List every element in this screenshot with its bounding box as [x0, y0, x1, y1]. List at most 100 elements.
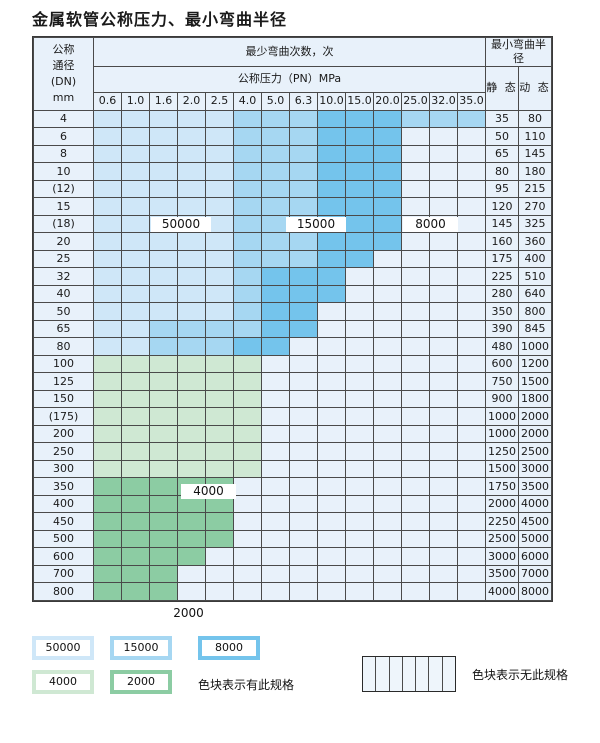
cell-pressure: [177, 109, 206, 128]
cell-pressure: [317, 494, 346, 513]
cell-pressure: [289, 442, 318, 461]
cell-static-radius: 1000: [485, 424, 519, 443]
cell-pressure: [373, 564, 402, 583]
table-body: 4 35 80 6 50 110 8 65 145 10 80 180 (12) 95 215 15 120 27…: [33, 109, 552, 601]
cell-pressure: [345, 512, 374, 531]
cell-static-radius: 145: [485, 214, 519, 233]
cell-pressure: [149, 267, 178, 286]
cell-pressure: [289, 389, 318, 408]
cell-pressure: [345, 144, 374, 163]
legend-has-spec-note: 色块表示有此规格: [198, 678, 295, 692]
header-pressure-1.6: 1.6: [149, 91, 178, 111]
cell-pressure: [317, 337, 346, 356]
cell-dynamic-radius: 180: [518, 162, 552, 181]
cell-pressure: [345, 459, 374, 478]
cell-pressure: [373, 319, 402, 338]
cell-static-radius: 120: [485, 197, 519, 216]
cell-dn: 400: [33, 494, 94, 513]
cell-pressure: [93, 284, 122, 303]
cell-dn: 20: [33, 232, 94, 251]
cell-pressure: [345, 547, 374, 566]
cell-pressure: [261, 127, 290, 146]
table-row: 400 2000 4000: [33, 494, 552, 513]
cell-dn: 300: [33, 459, 94, 478]
cell-pressure: [149, 512, 178, 531]
cell-dynamic-radius: 1000: [518, 337, 552, 356]
cell-pressure: [317, 564, 346, 583]
cell-pressure: [177, 582, 206, 601]
header-bend-times: 最少弯曲次数，次: [93, 37, 486, 67]
cell-pressure: [261, 109, 290, 128]
cell-dn: 200: [33, 424, 94, 443]
cell-pressure: [457, 337, 486, 356]
cell-dynamic-radius: 800: [518, 302, 552, 321]
cell-pressure: [401, 407, 430, 426]
cell-pressure: [289, 582, 318, 601]
cell-pressure: [429, 372, 458, 391]
cell-pressure: [149, 162, 178, 181]
cell-pressure: [429, 162, 458, 181]
cell-pressure: [261, 302, 290, 321]
cell-pressure: [457, 197, 486, 216]
cell-pressure: [401, 424, 430, 443]
cell-pressure: [401, 232, 430, 251]
cell-pressure: [345, 319, 374, 338]
spec-table: 公称 通径 (DN) mm 最少弯曲次数，次 最小弯曲半径 公称压力（PN）MP…: [33, 37, 552, 601]
header-pressure-15.0: 15.0: [345, 91, 374, 111]
cell-pressure: [345, 389, 374, 408]
cell-pressure: [261, 249, 290, 268]
cell-pressure: [261, 284, 290, 303]
cell-pressure: [457, 389, 486, 408]
legend-swatch: 15000: [110, 636, 172, 660]
cell-pressure: [429, 424, 458, 443]
cell-static-radius: 2250: [485, 512, 519, 531]
cell-static-radius: 4000: [485, 582, 519, 601]
cell-pressure: [317, 424, 346, 443]
cell-pressure: [345, 372, 374, 391]
cell-pressure: [233, 249, 262, 268]
header-pressure-10.0: 10.0: [317, 91, 346, 111]
cell-pressure: [149, 249, 178, 268]
cell-pressure: [205, 564, 234, 583]
cell-pressure: [289, 109, 318, 128]
cell-pressure: [93, 232, 122, 251]
cell-pressure: [149, 564, 178, 583]
cell-pressure: [233, 372, 262, 391]
cell-pressure: [457, 144, 486, 163]
cell-static-radius: 3500: [485, 564, 519, 583]
cell-pressure: [205, 319, 234, 338]
cell-pressure: [205, 267, 234, 286]
cell-pressure: [121, 127, 150, 146]
cell-pressure: [149, 424, 178, 443]
cell-pressure: [317, 372, 346, 391]
cell-pressure: [373, 512, 402, 531]
cell-dynamic-radius: 145: [518, 144, 552, 163]
cell-pressure: [289, 162, 318, 181]
cell-pressure: [345, 564, 374, 583]
header-pressure-25.0: 25.0: [401, 91, 430, 111]
cell-pressure: [177, 127, 206, 146]
cell-pressure: [373, 337, 402, 356]
cell-pressure: [373, 442, 402, 461]
cell-pressure: [345, 162, 374, 181]
cell-pressure: [233, 319, 262, 338]
cell-pressure: [205, 302, 234, 321]
cell-pressure: [233, 389, 262, 408]
cell-pressure: [121, 477, 150, 496]
cell-pressure: [177, 337, 206, 356]
cell-pressure: [261, 442, 290, 461]
cell-pressure: [177, 249, 206, 268]
table-head: 公称 通径 (DN) mm 最少弯曲次数，次 最小弯曲半径 公称压力（PN）MP…: [33, 37, 552, 111]
cell-pressure: [373, 389, 402, 408]
cell-pressure: [457, 372, 486, 391]
cell-pressure: [177, 162, 206, 181]
table-row: 50 350 800: [33, 302, 552, 321]
cell-pressure: [345, 529, 374, 548]
cell-pressure: [93, 337, 122, 356]
legend-swatch-label: 2000: [114, 674, 168, 690]
cell-pressure: [233, 424, 262, 443]
cell-pressure: [233, 529, 262, 548]
cell-pressure: [289, 319, 318, 338]
cell-pressure: [373, 214, 402, 233]
cell-dn: 250: [33, 442, 94, 461]
